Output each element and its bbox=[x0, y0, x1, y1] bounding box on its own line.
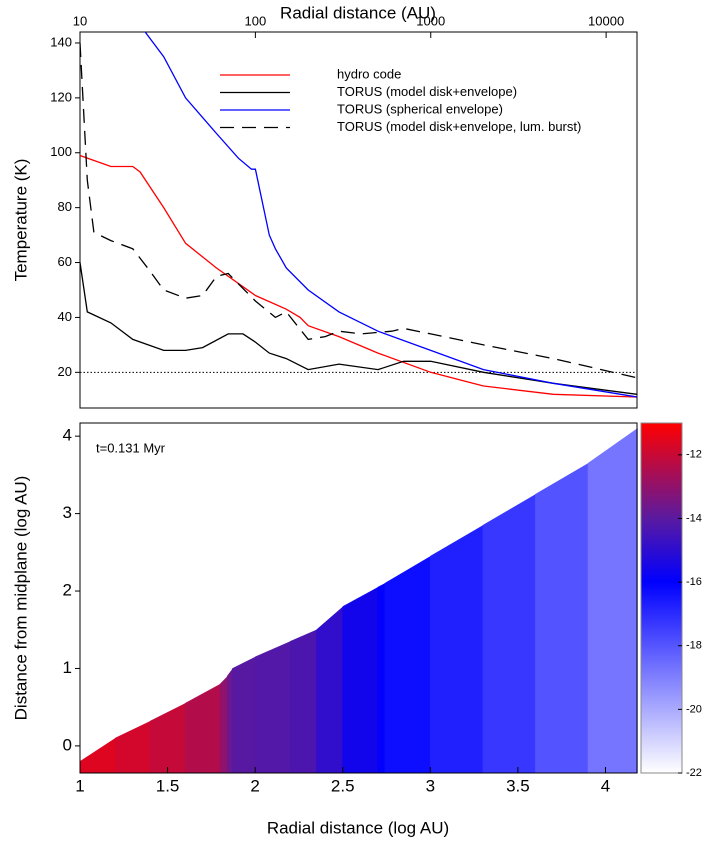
density-strip bbox=[254, 640, 291, 774]
x-tick-label: 1 bbox=[75, 776, 84, 795]
line bbox=[80, 262, 637, 395]
density-strip bbox=[316, 605, 344, 774]
colorbar-tick-label: -12 bbox=[686, 449, 702, 461]
y-tick-label: 1 bbox=[63, 658, 72, 677]
legend-label: TORUS (model disk+envelope) bbox=[337, 84, 517, 99]
x-tick-label: 2 bbox=[250, 776, 259, 795]
density-strip bbox=[587, 427, 638, 774]
colorbar-tick-label: -18 bbox=[686, 640, 702, 652]
x-axis-title: Radial distance (log AU) bbox=[267, 818, 449, 837]
line bbox=[80, 154, 637, 398]
legend-label: TORUS (spherical envelope) bbox=[337, 101, 503, 116]
density-strip bbox=[377, 582, 386, 774]
colorbar-tick-label: -16 bbox=[686, 576, 702, 588]
y-tick-label: 40 bbox=[58, 309, 72, 324]
x-axis-title: Radial distance (AU) bbox=[280, 3, 436, 22]
series-group bbox=[80, 32, 637, 398]
x-tick-label: 3 bbox=[426, 776, 435, 795]
line bbox=[80, 42, 637, 379]
x-tick-label: 100 bbox=[245, 13, 267, 28]
colorbar bbox=[640, 422, 683, 774]
y-tick-label: 120 bbox=[50, 89, 72, 104]
density-strip bbox=[226, 667, 234, 774]
density-strip bbox=[232, 656, 256, 774]
colorbar-tick-label: -14 bbox=[686, 512, 702, 524]
y-tick-label: 100 bbox=[50, 144, 72, 159]
density-strip bbox=[482, 493, 537, 774]
density-strip bbox=[384, 555, 432, 774]
density-strip bbox=[535, 462, 589, 774]
density-strip bbox=[114, 720, 151, 774]
density-strip bbox=[342, 586, 379, 774]
y-axis-title: Distance from midplane (log AU) bbox=[11, 476, 30, 721]
y-tick-label: 60 bbox=[58, 254, 72, 269]
line bbox=[144, 32, 637, 398]
colorbar-tick-label: -20 bbox=[686, 703, 702, 715]
y-tick-label: 2 bbox=[63, 581, 72, 600]
legend-label: hydro code bbox=[337, 66, 401, 81]
density-strip bbox=[430, 524, 484, 774]
density-strip bbox=[219, 675, 228, 774]
y-tick-label: 80 bbox=[58, 199, 72, 214]
y-tick-label: 3 bbox=[63, 503, 72, 522]
y-tick-label: 4 bbox=[63, 426, 72, 445]
density-strip bbox=[184, 683, 221, 774]
density-strip bbox=[289, 629, 318, 774]
y-axis-title: Temperature (K) bbox=[11, 159, 30, 282]
x-tick-label: 4 bbox=[601, 776, 610, 795]
x-tick-label: 10000 bbox=[588, 13, 624, 28]
x-tick-label: 1.5 bbox=[156, 776, 180, 795]
x-tick-label: 3.5 bbox=[506, 776, 530, 795]
plot-frame bbox=[79, 31, 638, 409]
plot-frame bbox=[79, 422, 638, 774]
density-strip bbox=[79, 737, 116, 774]
x-tick-label: 10 bbox=[73, 13, 87, 28]
x-tick-label: 1000 bbox=[416, 13, 445, 28]
colorbar-tick-label: -22 bbox=[686, 767, 702, 779]
y-tick-label: 0 bbox=[63, 735, 72, 754]
y-tick-label: 140 bbox=[50, 34, 72, 49]
y-tick-label: 20 bbox=[58, 364, 72, 379]
legend-label: TORUS (model disk+envelope, lum. burst) bbox=[337, 119, 581, 134]
density-strip bbox=[149, 702, 186, 774]
annotation: t=0.131 Myr bbox=[96, 440, 166, 455]
x-tick-label: 2.5 bbox=[331, 776, 355, 795]
